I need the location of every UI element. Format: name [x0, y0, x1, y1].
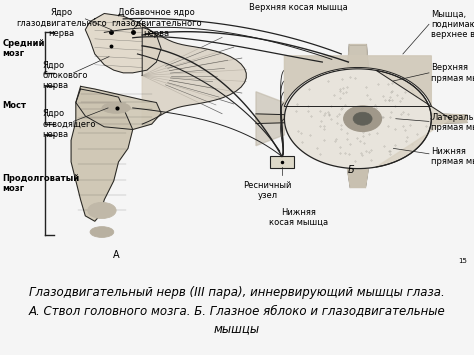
Polygon shape	[76, 86, 161, 130]
Text: Мышца,
поднимающая
верхнее веко: Мышца, поднимающая верхнее веко	[431, 9, 474, 39]
Polygon shape	[347, 44, 368, 69]
Text: Латеральная
прямая мышца: Латеральная прямая мышца	[431, 113, 474, 132]
Polygon shape	[71, 89, 133, 221]
Text: Ядро
блокового
нерва: Ядро блокового нерва	[43, 61, 88, 91]
Text: Верхняя косая мышца: Верхняя косая мышца	[249, 3, 348, 12]
Text: Верхняя
прямая мышца: Верхняя прямая мышца	[431, 63, 474, 83]
Text: Ядро
глазодвигательного
нерва: Ядро глазодвигательного нерва	[16, 8, 107, 38]
FancyBboxPatch shape	[270, 156, 294, 168]
Ellipse shape	[88, 202, 116, 219]
Text: Б: Б	[347, 165, 354, 175]
Polygon shape	[256, 114, 284, 124]
Text: Нижняя
косая мышца: Нижняя косая мышца	[269, 208, 328, 227]
Polygon shape	[376, 70, 450, 167]
Ellipse shape	[353, 112, 372, 125]
Polygon shape	[347, 169, 368, 187]
Text: Добавочное ядро
глазодвигательного
нерва: Добавочное ядро глазодвигательного нерва	[111, 8, 202, 38]
Text: Нижняя
прямая мышца: Нижняя прямая мышца	[431, 147, 474, 166]
Text: 15: 15	[458, 258, 467, 264]
Ellipse shape	[102, 103, 130, 113]
Polygon shape	[431, 114, 467, 124]
Polygon shape	[142, 27, 246, 124]
Text: Ресничный
узел: Ресничный узел	[244, 181, 292, 200]
Polygon shape	[85, 13, 161, 73]
Text: Продолговатый
мозг: Продолговатый мозг	[2, 174, 80, 193]
Text: А: А	[113, 250, 119, 260]
Ellipse shape	[344, 106, 382, 131]
Polygon shape	[256, 92, 284, 146]
Text: Средний
мозг: Средний мозг	[2, 39, 45, 58]
Polygon shape	[284, 69, 431, 169]
Ellipse shape	[90, 226, 114, 237]
Text: Глазодвигательный нерв (III пара), иннервирующий мышцы глаза.
А. Ствол головного: Глазодвигательный нерв (III пара), иннер…	[28, 286, 446, 335]
Polygon shape	[284, 56, 431, 106]
Text: Ядро
отводящего
нерва: Ядро отводящего нерва	[43, 109, 96, 139]
Text: Мост: Мост	[2, 101, 27, 110]
